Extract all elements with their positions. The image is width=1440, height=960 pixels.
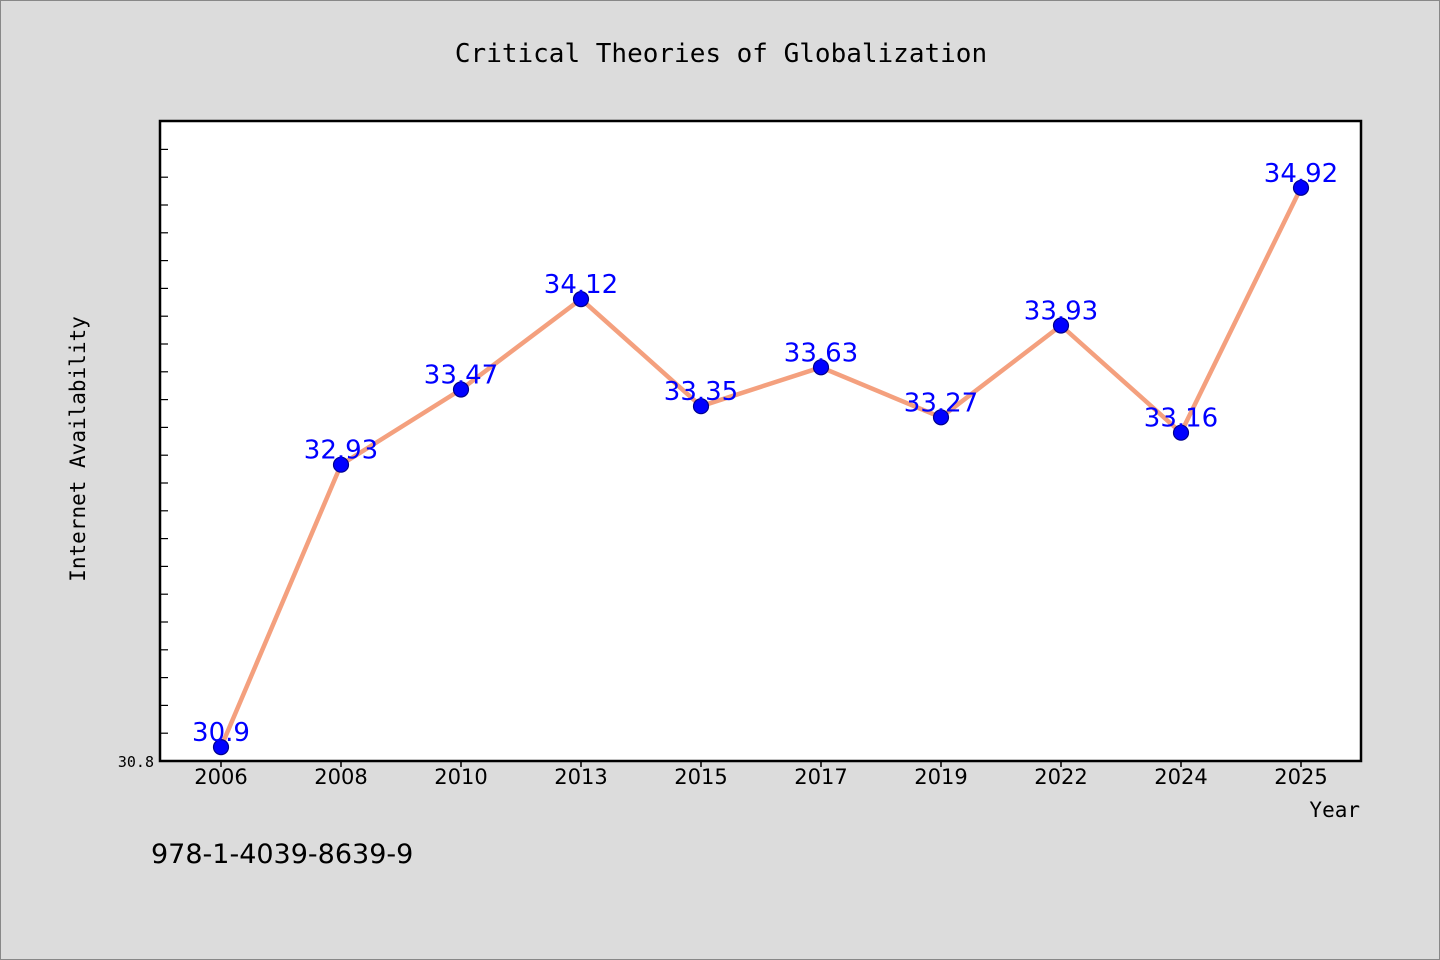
x-tick-label: 2017 — [794, 765, 847, 789]
data-point — [572, 291, 590, 308]
series-line — [218, 185, 1304, 750]
data-label: 33.27 — [904, 388, 978, 418]
data-point — [812, 359, 830, 376]
y-tick-label: 30.8 — [118, 753, 154, 771]
data-label: 34.92 — [1264, 159, 1338, 189]
data-point — [692, 398, 710, 415]
data-point — [1052, 317, 1070, 334]
plot-area — [158, 119, 1363, 763]
data-point — [452, 381, 470, 398]
x-tick-label: 2006 — [194, 765, 247, 789]
data-point — [212, 738, 230, 756]
y-axis-label: Internet Availability — [66, 316, 90, 582]
data-label: 30.9 — [192, 718, 250, 748]
isbn-text: 978-1-4039-8639-9 — [151, 839, 413, 870]
data-point — [932, 409, 950, 426]
x-tick-label: 2015 — [674, 765, 727, 789]
data-label: 33.93 — [1024, 297, 1098, 327]
data-labels-layer: 30.9 32.93 33.47 34.12 33.35 33.63 33.27 33.93 3… — [192, 159, 1338, 748]
x-axis-label: Year — [1309, 798, 1360, 822]
x-tick-label: 2008 — [314, 765, 367, 789]
x-tick-label: 2022 — [1034, 765, 1087, 789]
x-tick-label: 2025 — [1274, 765, 1327, 789]
data-label: 33.16 — [1144, 404, 1218, 434]
x-tick-label: 2019 — [914, 765, 967, 789]
data-label: 33.63 — [784, 338, 858, 368]
data-label: 32.93 — [304, 436, 378, 466]
x-tick-label: 2010 — [434, 765, 487, 789]
data-point — [1172, 424, 1190, 441]
y-minor-ticks — [160, 148, 168, 734]
data-point — [332, 456, 350, 473]
data-label: 33.47 — [424, 361, 498, 391]
series-layer — [212, 179, 1310, 756]
x-tick-label: 2013 — [554, 765, 607, 789]
x-tick-label: 2024 — [1154, 765, 1207, 789]
chart-title: Critical Theories of Globalization — [455, 39, 987, 69]
data-point — [1292, 179, 1310, 196]
data-label: 33.35 — [664, 377, 738, 407]
data-label: 34.12 — [544, 270, 618, 300]
x-axis-ticks: 2006 2008 2010 2013 2015 2017 2019 2022 2024 2025 — [194, 761, 1328, 789]
